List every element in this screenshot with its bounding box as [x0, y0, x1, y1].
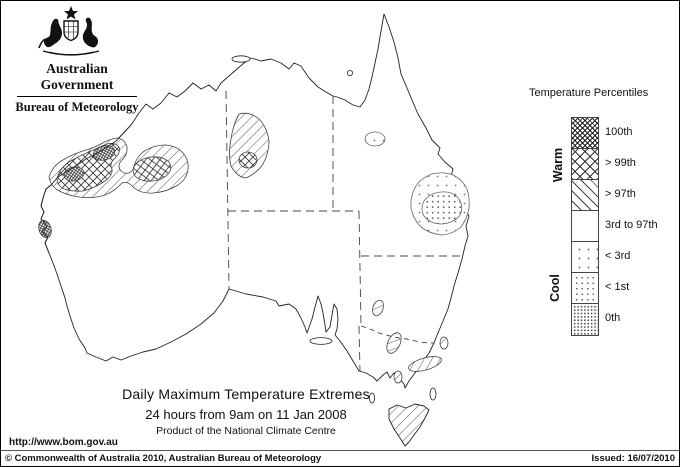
government-title: Australian Government [40, 61, 114, 92]
region-wa-100th-a [92, 145, 116, 161]
border-wa [225, 90, 230, 290]
copyright-text: © Commonwealth of Australia 2010, Austra… [5, 453, 322, 464]
border-sa-east [358, 210, 362, 327]
legend-warm-label: Warm [551, 147, 566, 183]
islands [231, 55, 437, 404]
mainland-coastline [40, 13, 470, 389]
map-title-line3: Product of the National Climate Centre [156, 425, 336, 437]
legend-color-bar [571, 117, 599, 336]
legend-cool-label: Cool [547, 274, 562, 302]
legend-label-gt99th: > 99th [605, 157, 636, 169]
bom-url: http://www.bom.gov.au [9, 437, 118, 448]
legend-labels: 100th > 99th > 97th 3rd to 97th < 3rd < … [605, 117, 658, 334]
legend-label-lt1st: < 1st [605, 281, 630, 293]
footer-divider [1, 450, 679, 451]
region-sconee-gt97 [439, 336, 449, 350]
region-alps-gt97 [408, 356, 442, 372]
border-sa-vic [358, 325, 361, 373]
legend-swatch-lt1st [572, 273, 598, 304]
legend-label-lt3rd: < 3rd [605, 250, 631, 262]
region-nsw-gt97 [372, 299, 384, 317]
warm-regions [38, 112, 449, 384]
legend-label-gt97th: > 97th [605, 188, 636, 200]
map-title-line2: 24 hours from 9am on 11 Jan 2008 [145, 407, 347, 422]
legend-swatch-lt3rd [572, 242, 598, 273]
region-vic-gt97 [393, 370, 403, 384]
header-divider [17, 96, 137, 97]
legend-label-3rd-97th: 3rd to 97th [605, 219, 658, 231]
legend-swatch-gt99th [572, 149, 598, 180]
legend-label-100th: 100th [605, 126, 633, 138]
border-nsw-vic [360, 325, 435, 344]
region-wa-gt99-east [132, 156, 172, 182]
cool-regions [364, 131, 470, 236]
legend-label-0th: 0th [605, 312, 621, 324]
region-gulf-lt3 [364, 131, 386, 147]
coastline-overlay [40, 124, 132, 254]
legend-title: Temperature Percentiles [529, 87, 649, 99]
legend-swatch-3rd-97th [572, 211, 598, 242]
legend-swatch-0th [572, 304, 598, 335]
region-nt-gt99 [238, 151, 258, 169]
issued-date: Issued: 16/07/2010 [591, 453, 675, 464]
legend-swatch-gt97th [572, 180, 598, 211]
bureau-title: Bureau of Meteorology [15, 100, 139, 114]
map-title-block: Daily Maximum Temperature Extremes 24 ho… [81, 386, 411, 437]
map-title-line1: Daily Maximum Temperature Extremes [122, 386, 370, 402]
coat-of-arms-icon [38, 6, 100, 56]
state-borders [225, 90, 464, 373]
region-tasmania-gt97 [388, 403, 430, 447]
government-header: Australian Government Bureau of Meteorol… [11, 5, 161, 115]
legend-swatch-100th [572, 118, 598, 149]
region-qld-lt1 [421, 191, 463, 225]
